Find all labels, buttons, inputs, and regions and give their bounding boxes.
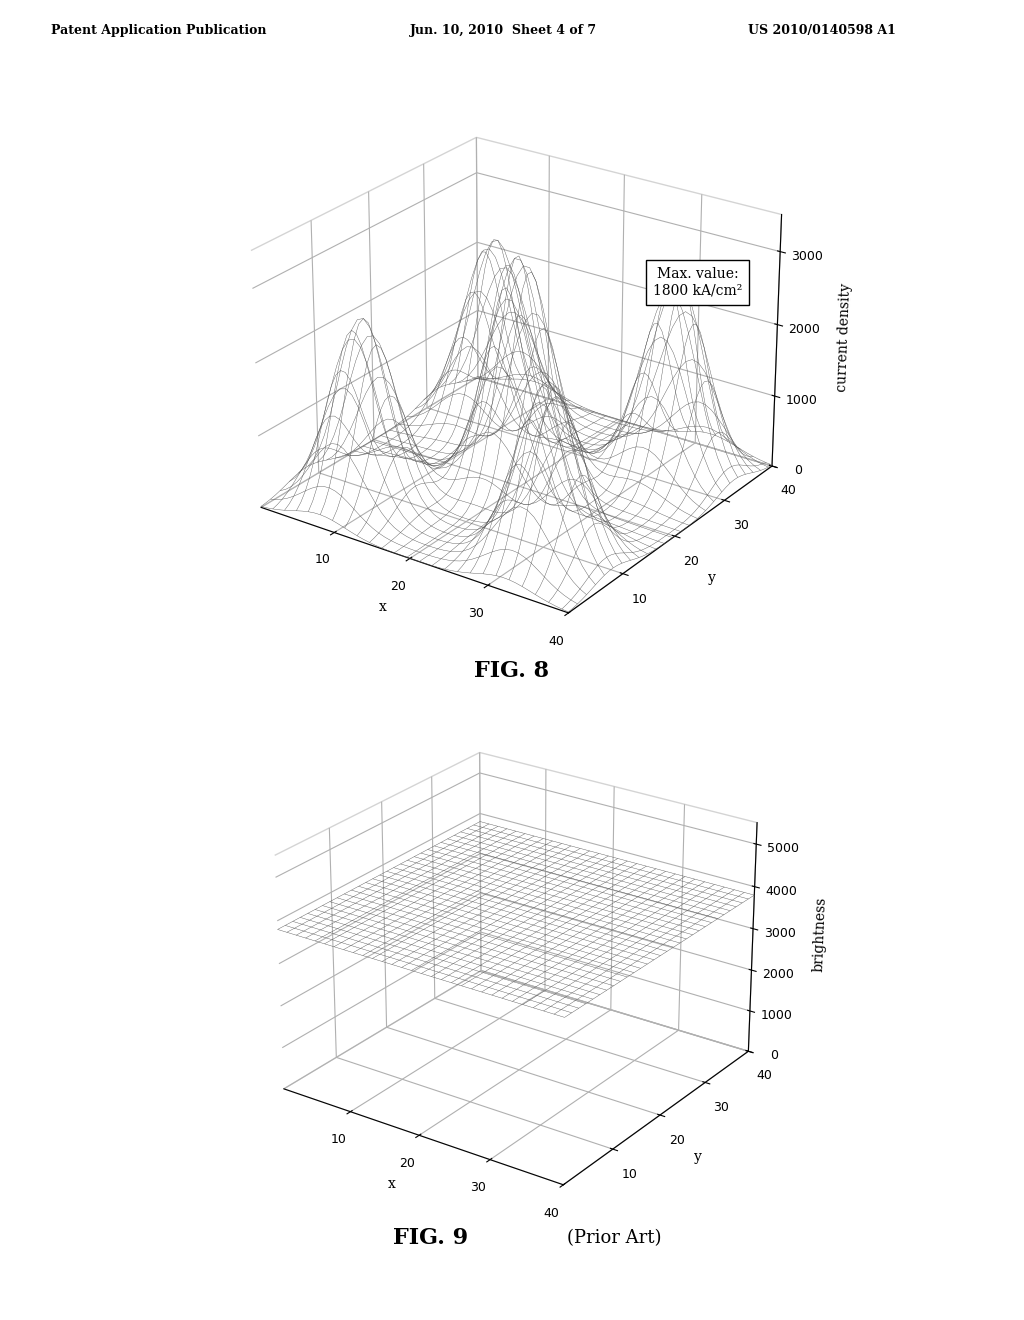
- X-axis label: x: x: [388, 1177, 396, 1191]
- X-axis label: x: x: [379, 599, 387, 614]
- Text: FIG. 8: FIG. 8: [474, 660, 550, 681]
- Text: (Prior Art): (Prior Art): [567, 1229, 662, 1247]
- Text: US 2010/0140598 A1: US 2010/0140598 A1: [748, 24, 895, 37]
- Y-axis label: y: y: [709, 572, 717, 586]
- Text: Jun. 10, 2010  Sheet 4 of 7: Jun. 10, 2010 Sheet 4 of 7: [410, 24, 597, 37]
- Text: Patent Application Publication: Patent Application Publication: [51, 24, 266, 37]
- Y-axis label: y: y: [693, 1150, 701, 1164]
- Text: FIG. 9: FIG. 9: [392, 1228, 468, 1249]
- Text: Max. value:
1800 kA/cm²: Max. value: 1800 kA/cm²: [653, 268, 742, 297]
